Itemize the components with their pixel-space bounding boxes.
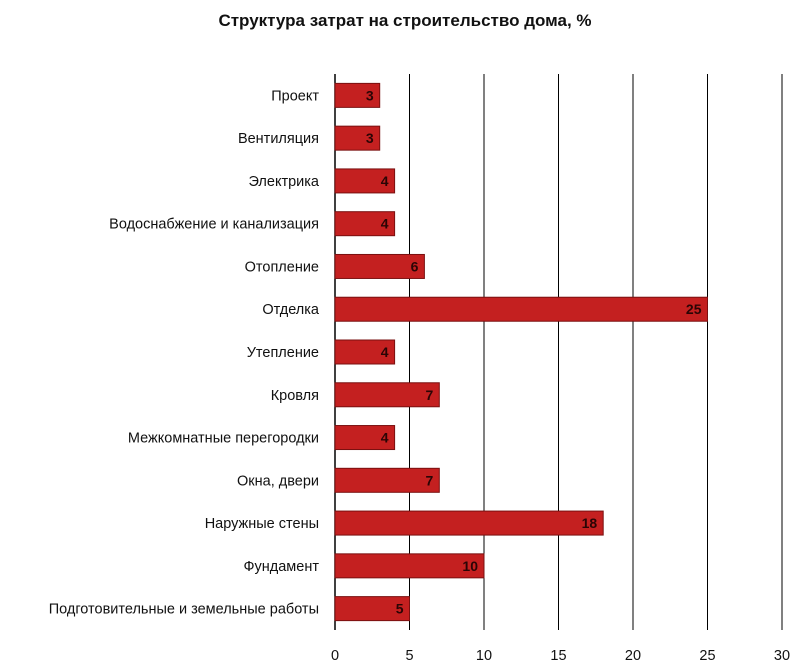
bar <box>334 339 396 365</box>
category-label: Водоснабжение и канализация <box>109 217 319 233</box>
bar <box>334 382 440 408</box>
bars <box>334 82 708 622</box>
bar <box>334 253 425 279</box>
data-label: 6 <box>411 258 419 274</box>
category-label: Проект <box>271 88 319 104</box>
data-label: 25 <box>686 301 702 317</box>
x-tick-label: 0 <box>331 648 339 664</box>
category-label: Наружные стены <box>205 516 319 532</box>
category-label: Отопление <box>245 259 319 275</box>
data-label: 18 <box>582 515 598 531</box>
x-tick-label: 15 <box>550 648 566 664</box>
data-label: 4 <box>381 216 389 232</box>
bar <box>334 467 440 493</box>
data-label: 3 <box>366 130 374 146</box>
data-label: 4 <box>381 344 389 360</box>
bar <box>334 168 396 194</box>
data-label: 4 <box>381 430 389 446</box>
x-tick-label: 5 <box>405 648 413 664</box>
category-label: Утепление <box>247 345 319 361</box>
x-tick-label: 20 <box>625 648 641 664</box>
category-label: Фундамент <box>244 559 320 575</box>
bar <box>334 82 381 108</box>
bar <box>334 211 396 237</box>
category-label: Подготовительные и земельные работы <box>49 602 319 618</box>
category-labels: Проект Вентиляция Электрика Водоснабжение и… <box>49 88 320 617</box>
data-label: 10 <box>462 558 478 574</box>
x-axis-ticks: 0 5 10 15 20 25 30 <box>331 648 790 664</box>
x-tick-label: 25 <box>699 648 715 664</box>
category-label: Кровля <box>271 388 319 404</box>
bar <box>334 425 396 451</box>
data-label: 5 <box>396 601 404 617</box>
bar <box>334 596 410 622</box>
data-label: 3 <box>366 87 374 103</box>
grid-lines <box>334 74 783 630</box>
data-label: 7 <box>426 387 434 403</box>
bar <box>334 553 485 579</box>
chart-title: Структура затрат на строительство дома, … <box>218 11 591 30</box>
data-label: 7 <box>426 472 434 488</box>
bar <box>334 296 708 322</box>
category-label: Окна, двери <box>237 473 319 489</box>
bar <box>334 510 604 536</box>
category-label: Электрика <box>248 174 319 190</box>
x-tick-label: 10 <box>476 648 492 664</box>
category-label: Отделка <box>262 302 320 318</box>
data-label: 4 <box>381 173 389 189</box>
bar <box>334 125 381 151</box>
category-label: Межкомнатные перегородки <box>128 431 319 447</box>
category-label: Вентиляция <box>238 131 319 147</box>
x-tick-label: 30 <box>774 648 790 664</box>
